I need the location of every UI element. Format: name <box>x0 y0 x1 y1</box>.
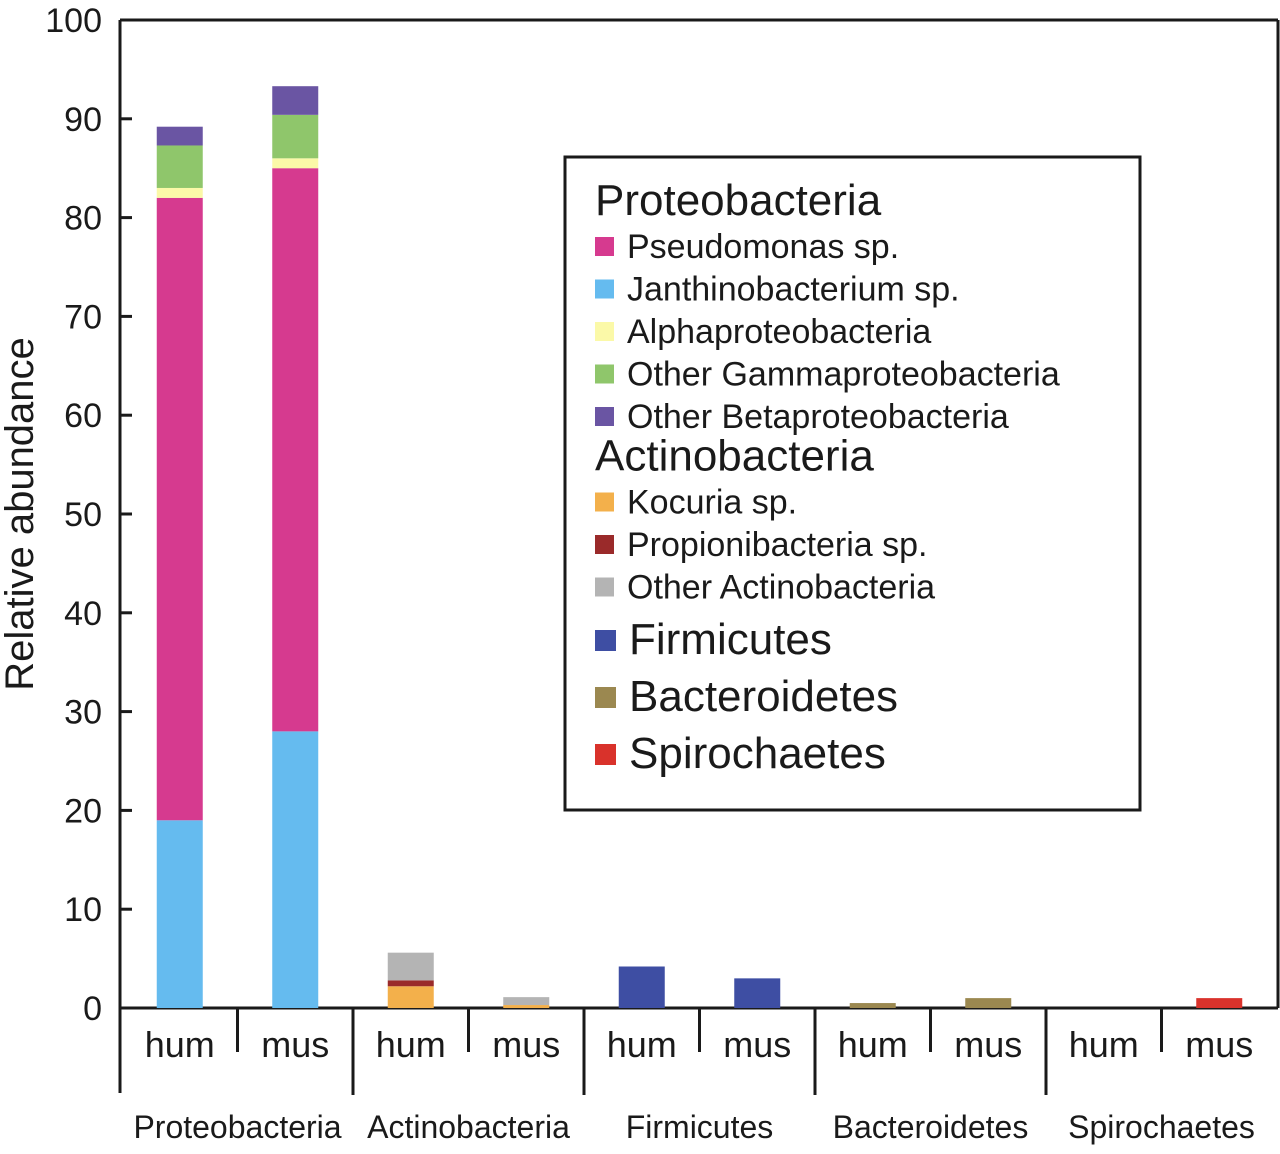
y-tick-label: 40 <box>64 595 102 633</box>
bar-segment <box>272 158 319 169</box>
group-label: Bacteroidetes <box>833 1109 1029 1145</box>
bar-segment <box>387 980 434 987</box>
legend-box <box>563 155 1142 812</box>
bar-segment <box>156 145 203 188</box>
group-label: Firmicutes <box>626 1109 774 1145</box>
legend-label: Janthinobacterium sp. <box>627 271 960 309</box>
y-tick-label: 20 <box>64 792 102 830</box>
sample-label: mus <box>723 1024 791 1065</box>
bar-segment <box>387 952 434 981</box>
legend-label: Spirochaetes <box>629 729 886 778</box>
bar-segment <box>156 126 203 146</box>
legend-label: Propionibacteria sp. <box>627 526 928 564</box>
sample-label: mus <box>1185 1024 1253 1065</box>
bar-segment <box>272 168 319 732</box>
y-tick-label: 0 <box>83 990 102 1028</box>
sample-label: hum <box>1069 1024 1139 1065</box>
bar-segment <box>849 1003 896 1008</box>
y-tick-label: 100 <box>45 2 102 40</box>
legend-label: Kocuria sp. <box>627 484 797 522</box>
legend-swatch <box>595 687 616 708</box>
y-tick-label: 50 <box>64 496 102 534</box>
sample-label: hum <box>376 1024 446 1065</box>
legend-swatch <box>595 577 614 597</box>
legend-swatch <box>595 237 614 256</box>
sample-label: mus <box>261 1024 329 1065</box>
sample-label: hum <box>607 1024 677 1065</box>
sample-label: mus <box>492 1024 560 1065</box>
legend-label: Other Gammaproteobacteria <box>627 356 1060 394</box>
sample-label: mus <box>954 1024 1022 1065</box>
legend-label: Pseudomonas sp. <box>627 228 899 266</box>
legend-swatch <box>595 535 614 554</box>
y-tick-label: 80 <box>64 200 102 238</box>
bar-segment <box>387 986 434 1008</box>
bar-segment <box>734 978 781 1008</box>
bar-segment <box>272 86 319 115</box>
legend-label: Bacteroidetes <box>629 672 898 721</box>
y-tick-label: 90 <box>64 101 102 139</box>
sample-label: hum <box>838 1024 908 1065</box>
legend-swatch <box>595 364 614 384</box>
bar-segment <box>156 197 203 821</box>
bar-segment <box>156 187 203 198</box>
bar-segment <box>503 1005 550 1008</box>
legend-section-header: Proteobacteria <box>595 176 882 225</box>
legend-label: Alphaproteobacteria <box>627 313 931 351</box>
sample-label: hum <box>145 1024 215 1065</box>
bar-segment <box>156 820 203 1008</box>
legend-label: Other Betaproteobacteria <box>627 398 1009 436</box>
bar-segment <box>272 731 319 1008</box>
legend-swatch <box>595 322 614 341</box>
y-axis-label: Relative abundance <box>0 337 42 691</box>
legend-swatch <box>595 279 614 299</box>
bar-segment <box>503 997 550 1006</box>
bar-segment <box>618 966 665 1008</box>
legend-section-header: Actinobacteria <box>595 432 874 481</box>
legend-swatch <box>595 630 616 651</box>
y-tick-label: 70 <box>64 298 102 336</box>
bar-segment <box>965 998 1012 1008</box>
legend-label: Firmicutes <box>629 615 832 664</box>
legend-swatch <box>595 744 616 765</box>
bar-segment <box>272 114 319 159</box>
legend-label: Other Actinobacteria <box>627 569 935 607</box>
y-tick-label: 30 <box>64 694 102 732</box>
bar-segment <box>1196 998 1243 1008</box>
group-label: Actinobacteria <box>367 1109 570 1145</box>
y-tick-label: 60 <box>64 397 102 435</box>
group-label: Proteobacteria <box>133 1109 341 1145</box>
legend-swatch <box>595 407 614 426</box>
legend-swatch <box>595 492 614 512</box>
y-tick-label: 10 <box>64 891 102 929</box>
group-label: Spirochaetes <box>1068 1109 1255 1145</box>
